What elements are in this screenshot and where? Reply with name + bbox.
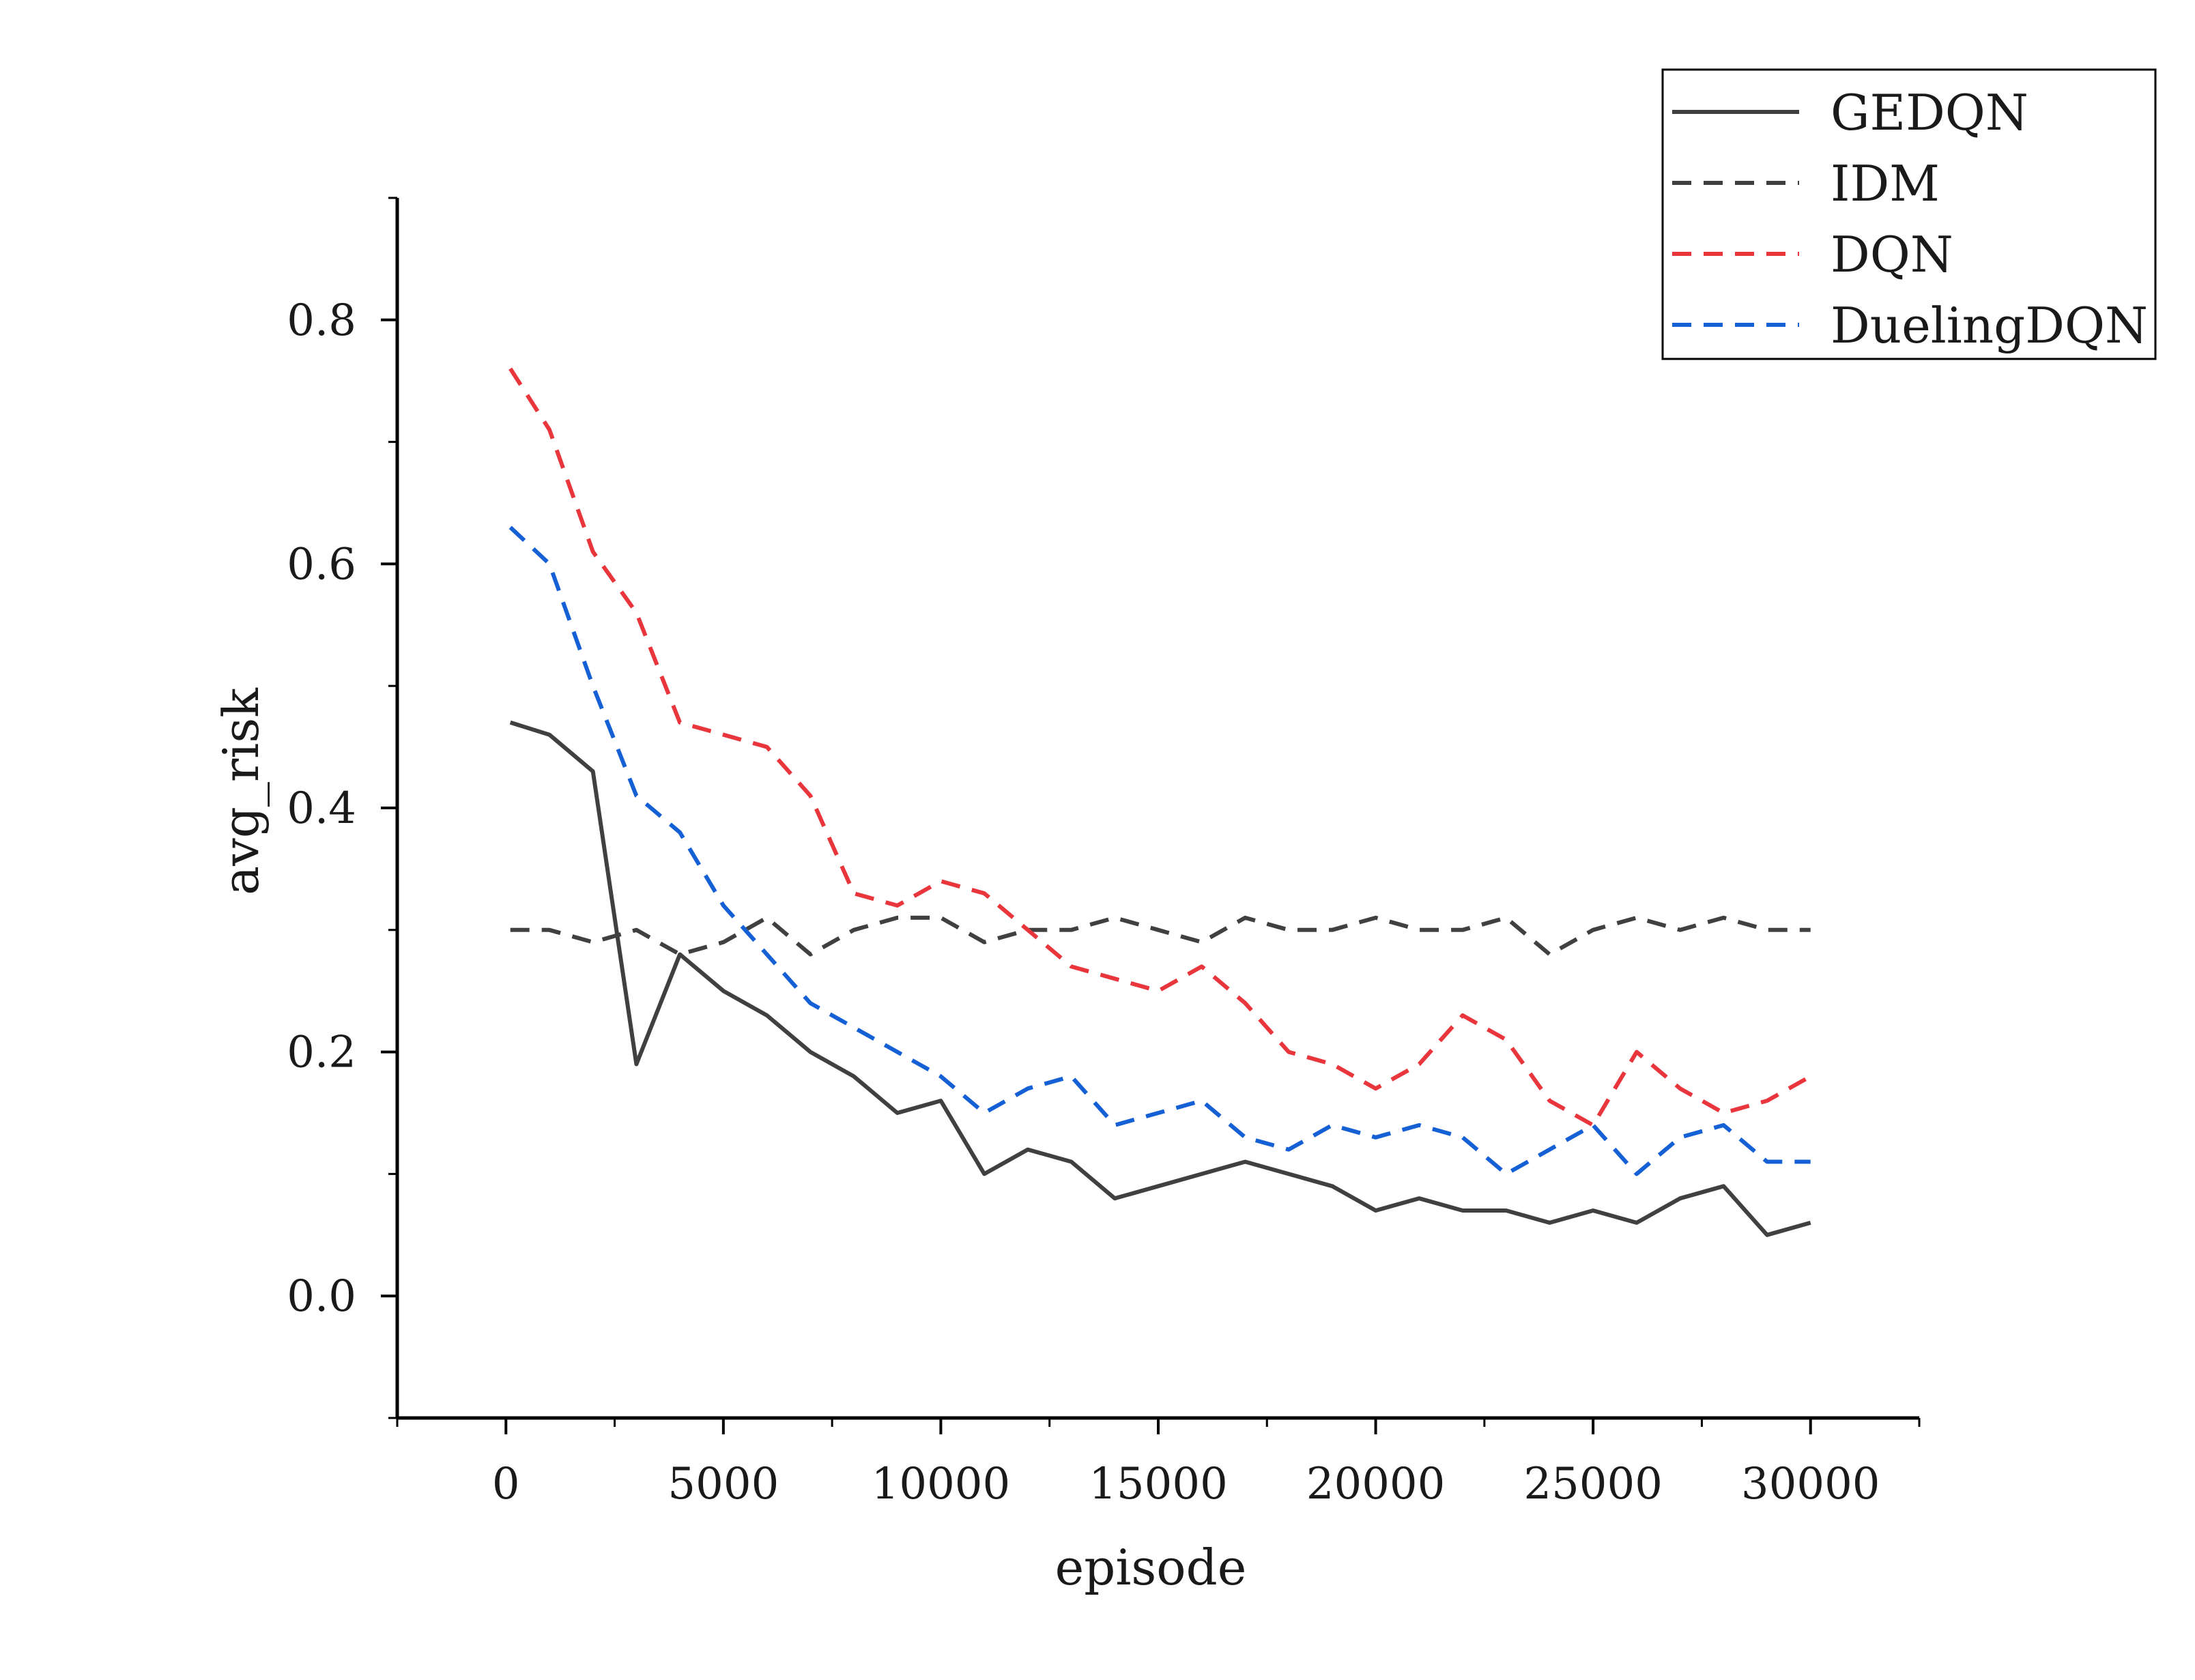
legend-label-gedqn: GEDQN xyxy=(1831,84,2028,141)
series-line-dqn xyxy=(511,368,1811,1125)
y-tick-label: 0.2 xyxy=(287,1028,356,1078)
series-line-gedqn xyxy=(511,723,1811,1235)
legend-label-dqn: DQN xyxy=(1831,226,1953,283)
y-tick-label: 0.4 xyxy=(287,783,356,834)
series-layer xyxy=(511,368,1811,1235)
legend-label-duelingdqn: DuelingDQN xyxy=(1831,297,2148,354)
y-tick-label: 0.6 xyxy=(287,539,356,590)
x-axis-title: episode xyxy=(1055,1539,1247,1596)
y-tick-label: 0.8 xyxy=(287,295,356,346)
legend-label-idm: IDM xyxy=(1831,155,1940,212)
series-line-idm xyxy=(511,918,1811,955)
x-tick-label: 10000 xyxy=(872,1459,1011,1509)
x-tick-label: 0 xyxy=(492,1459,520,1509)
x-tick-label: 15000 xyxy=(1089,1459,1228,1509)
y-tick-label: 0.0 xyxy=(287,1271,356,1322)
y-axis-title: avg_risk xyxy=(212,687,270,895)
series-line-duelingdqn xyxy=(511,527,1811,1174)
x-tick-label: 20000 xyxy=(1306,1459,1446,1509)
x-tick-label: 25000 xyxy=(1523,1459,1663,1509)
axes: 0 5000 10000 15000 20000 25000 30000 0.0 0.2 0.4 0… xyxy=(287,198,1919,1509)
x-tick-label: 30000 xyxy=(1741,1459,1880,1509)
x-tick-label: 5000 xyxy=(668,1459,779,1509)
legend: GEDQN IDM DQN DuelingDQN xyxy=(1663,70,2155,359)
